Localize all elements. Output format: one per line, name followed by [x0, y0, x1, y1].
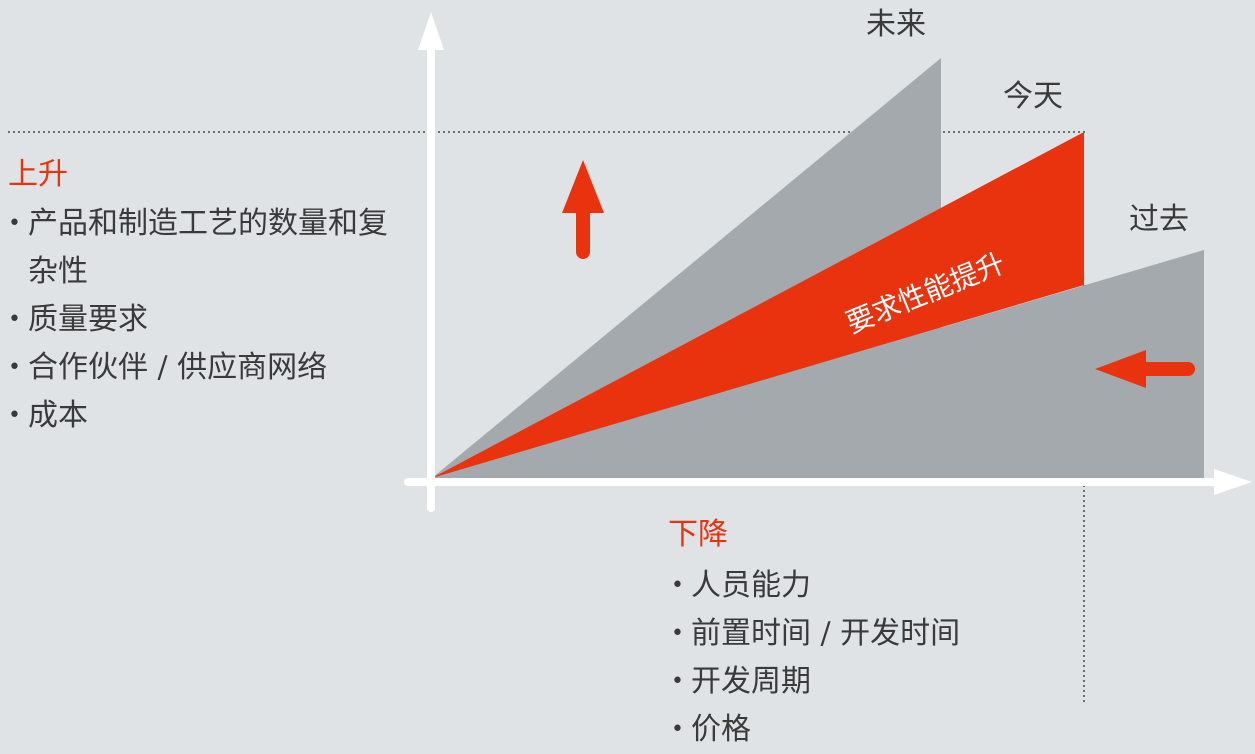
- list-item: 前置时间 / 开发时间: [671, 610, 1051, 658]
- list-item: 质量要求: [8, 296, 388, 344]
- list-item: 产品和制造工艺的数量和复杂性: [8, 200, 388, 296]
- fall-list: 人员能力 前置时间 / 开发时间 开发周期 价格: [671, 562, 1051, 754]
- list-item: 人员能力: [671, 562, 1051, 610]
- past-triangle: [432, 250, 1204, 478]
- fall-arrow-head: [1095, 350, 1146, 388]
- past-label: 过去: [1129, 202, 1189, 237]
- list-item: 成本: [8, 392, 388, 440]
- today-label: 今天: [1003, 79, 1063, 114]
- fall-heading: 下降: [668, 517, 728, 552]
- list-item: 开发周期: [671, 658, 1051, 706]
- list-item: 价格: [671, 706, 1051, 754]
- rise-heading: 上升: [8, 157, 68, 192]
- future-label: 未来: [866, 7, 926, 42]
- rise-arrow-head: [562, 160, 604, 213]
- x-axis-arrowhead: [1214, 469, 1252, 495]
- requirement-wedge: [432, 132, 1084, 478]
- y-axis-arrowhead: [418, 12, 444, 50]
- list-item: 合作伙伴 / 供应商网络: [8, 344, 388, 392]
- rise-list: 产品和制造工艺的数量和复杂性 质量要求 合作伙伴 / 供应商网络 成本: [8, 200, 388, 440]
